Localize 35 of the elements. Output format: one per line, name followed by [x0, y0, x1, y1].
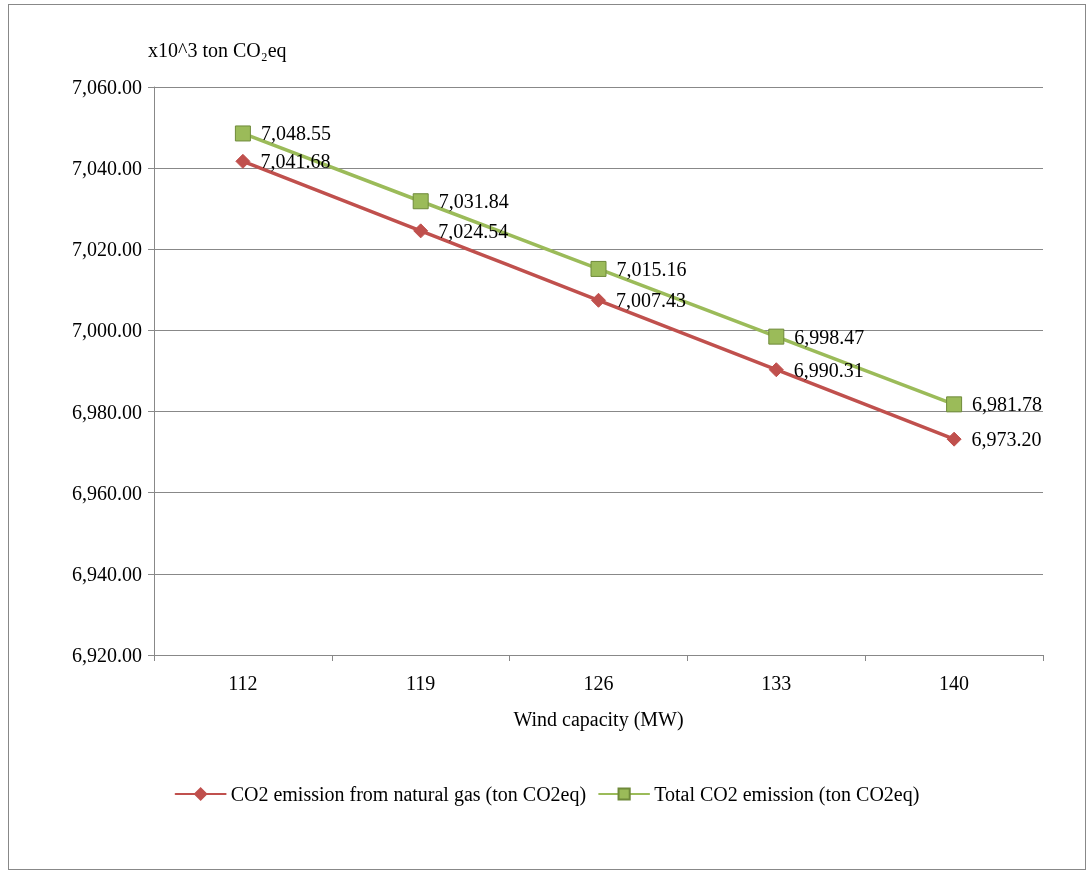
point: [946, 396, 963, 413]
y-tick-label: 6,980.00: [72, 400, 142, 423]
data-label: 7,015.16: [616, 257, 687, 280]
y-tick-label: 6,960.00: [72, 481, 142, 504]
legend-label: Total CO2 emission (ton CO2eq): [654, 783, 920, 806]
data-label: 6,973.20: [971, 428, 1042, 451]
legend-label: CO2 emission from natural gas (ton CO2eq): [230, 783, 587, 806]
data-label: 7,031.84: [438, 190, 509, 213]
y-tick-label: 7,060.00: [72, 76, 142, 98]
point: [590, 260, 607, 277]
data-label: 7,007.43: [616, 289, 686, 312]
point: [235, 153, 251, 169]
y-tick-label: 7,000.00: [72, 319, 142, 342]
data-label: 6,990.31: [793, 358, 864, 381]
point: [768, 328, 785, 345]
point: [413, 223, 429, 239]
data-label: 6,998.47: [794, 325, 865, 348]
x-tick-label: 112: [228, 672, 258, 694]
y-axis-title: x10^3 ton CO₂eq: [148, 39, 287, 62]
x-tick-label: 126: [583, 672, 614, 694]
y-tick-label: 6,940.00: [72, 562, 142, 585]
x-tick-label: 140: [939, 672, 970, 694]
point: [591, 292, 606, 308]
point: [412, 193, 429, 210]
point: [768, 362, 784, 378]
x-tick-label: 133: [761, 672, 792, 694]
data-label: 7,048.55: [260, 122, 331, 145]
point: [234, 125, 251, 142]
y-tick-label: 7,040.00: [72, 157, 142, 180]
point: [946, 431, 962, 447]
data-label: 6,981.78: [972, 393, 1043, 416]
y-tick-label: 6,920.00: [72, 644, 142, 666]
x-tick-label: 119: [406, 672, 436, 694]
x-axis-title: Wind capacity (MW): [513, 708, 684, 731]
y-tick-label: 7,020.00: [72, 238, 142, 261]
